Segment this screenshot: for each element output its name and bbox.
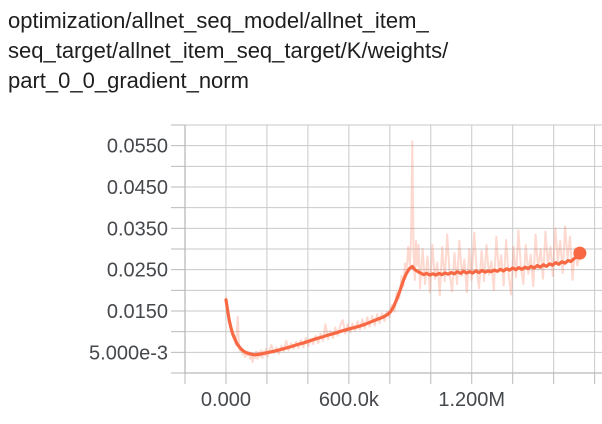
final-value-dot[interactable] [573,246,587,260]
chart-title-line-2: seq_target/allnet_item_seq_target/K/weig… [8,38,449,63]
y-axis-tick-label: 0.0350 [107,218,168,240]
y-axis-tick-label: 0.0450 [107,177,168,199]
y-axis-tick-label: 0.0550 [107,136,168,158]
chart-title: optimization/allnet_seq_model/allnet_ite… [8,6,598,96]
smoothed-series-path [224,251,582,357]
y-axis-tick-label: 0.0250 [107,260,168,282]
y-axis-tick-label: 5.000e-3 [89,342,168,364]
x-axis-tick-label: 0.000 [201,389,251,411]
x-axis-tick-label: 1.200M [438,389,505,411]
chart-title-line-3: part_0_0_gradient_norm [8,68,249,93]
raw-series-path [225,140,581,364]
y-axis-tick-label: 0.0150 [107,301,168,323]
chart-title-line-1: optimization/allnet_seq_model/allnet_ite… [8,8,429,33]
x-axis-tick-label: 600.0k [319,389,380,411]
